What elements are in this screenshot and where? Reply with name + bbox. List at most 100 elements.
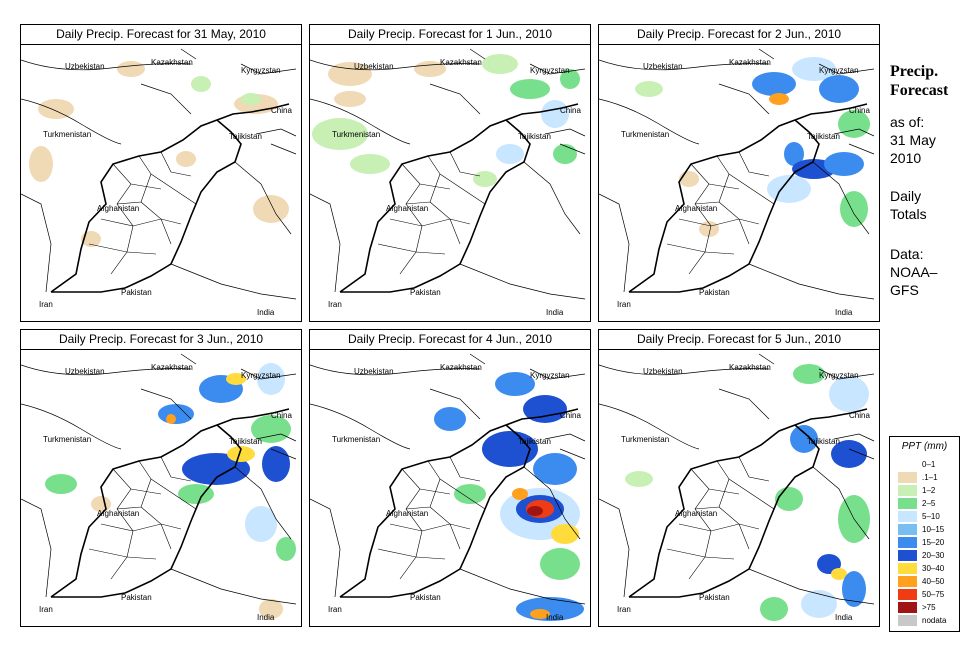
legend-swatch [898, 615, 917, 626]
afghanistan-border [628, 103, 868, 293]
legend-label: 1–2 [922, 486, 936, 495]
legend-label: >75 [922, 603, 936, 612]
precip-area [792, 57, 836, 81]
precip-area [496, 144, 524, 164]
precip-area [679, 171, 699, 187]
map-label-tajikistan: Tajikistan [229, 132, 262, 141]
legend-title: PPT (mm) [901, 441, 948, 452]
map-label-turkmenistan: Turkmenistan [332, 130, 381, 139]
precip-area [530, 609, 550, 619]
precip-area [551, 524, 579, 544]
map-label-tajikistan: Tajikistan [807, 437, 840, 446]
precip-area [328, 62, 372, 86]
map-label-kazakhstan: Kazakhstan [440, 58, 482, 67]
map-label-china: China [271, 106, 292, 115]
precip-area [191, 76, 211, 92]
map-label-kazakhstan: Kazakhstan [440, 363, 482, 372]
precip-area [553, 144, 577, 164]
map-label-afghanistan: Afghanistan [386, 509, 429, 518]
afghanistan-border [339, 408, 579, 598]
precip-area [253, 195, 289, 223]
map-panel-5: Daily Precip. Forecast for 4 Jun., 2010 … [309, 329, 591, 627]
neighbor-border [21, 353, 297, 605]
panel-title: Daily Precip. Forecast for 5 Jun., 2010 [599, 330, 879, 350]
legend-label: 5–10 [922, 512, 940, 521]
map-panel-2: Daily Precip. Forecast for 1 Jun., 2010 … [309, 24, 591, 322]
legend-item: 50–75 [898, 589, 958, 600]
map-label-kazakhstan: Kazakhstan [151, 58, 193, 67]
map-label-pakistan: Pakistan [121, 288, 152, 297]
legend-swatch [898, 498, 917, 509]
province-border [666, 151, 775, 275]
legend-label: 2–5 [922, 499, 936, 508]
precip-area [257, 363, 285, 395]
map-label-iran: Iran [617, 300, 631, 309]
map-label-india: India [546, 613, 564, 622]
precip-area [527, 506, 543, 516]
map-label-kyrgyzstan: Kyrgyzstan [241, 371, 281, 380]
map-label-tajikistan: Tajikistan [518, 132, 551, 141]
map-label-kyrgyzstan: Kyrgyzstan [530, 66, 570, 75]
map-label-kyrgyzstan: Kyrgyzstan [241, 66, 281, 75]
precip-area [166, 414, 176, 424]
precip-area [414, 61, 446, 77]
map-label-pakistan: Pakistan [410, 593, 441, 602]
precip-map: Kazakhstan Uzbekistan Kyrgyzstan China Turkm… [599, 349, 879, 626]
precip-area [533, 453, 577, 485]
map-label-kazakhstan: Kazakhstan [729, 363, 771, 372]
precip-area [625, 471, 653, 487]
map-label-turkmenistan: Turkmenistan [43, 130, 92, 139]
precip-area [510, 79, 550, 99]
precip-area [434, 407, 466, 431]
precip-area [454, 484, 486, 504]
precip-area [262, 446, 290, 482]
map-label-china: China [271, 411, 292, 420]
map-label-afghanistan: Afghanistan [97, 204, 140, 213]
legend-swatch [898, 511, 917, 522]
legend-label: nodata [922, 616, 947, 625]
precip-area [784, 142, 804, 166]
province-border [666, 456, 775, 580]
map-label-afghanistan: Afghanistan [386, 204, 429, 213]
afghanistan-border [628, 408, 868, 598]
legend-swatch [898, 589, 917, 600]
map-label-india: India [835, 308, 853, 317]
map-panel-4: Daily Precip. Forecast for 3 Jun., 2010 … [20, 329, 302, 627]
precip-area [312, 118, 368, 150]
precip-area [350, 154, 390, 174]
precip-area [831, 568, 847, 580]
legend-label: 50–75 [922, 590, 945, 599]
legend-label: .1–1 [922, 473, 938, 482]
panel-title: Daily Precip. Forecast for 2 Jun., 2010 [599, 25, 879, 45]
map-label-kyrgyzstan: Kyrgyzstan [819, 371, 859, 380]
precip-area [45, 474, 77, 494]
precip-map: Kazakhstan Uzbekistan Kyrgyzstan China Turkm… [599, 44, 879, 321]
legend-swatch [898, 459, 917, 470]
precip-area [760, 597, 788, 621]
legend-item: 30–40 [898, 563, 958, 574]
legend-swatch [898, 537, 917, 548]
precip-area [482, 431, 538, 467]
precip-area [276, 537, 296, 561]
map-label-iran: Iran [328, 300, 342, 309]
legend-item: >75 [898, 602, 958, 613]
precip-area [158, 404, 194, 424]
sidebar-data-source: Data: NOAA– GFS [890, 246, 938, 298]
legend-swatch [898, 524, 917, 535]
map-label-iran: Iran [39, 605, 53, 614]
precip-area [540, 548, 580, 580]
map-label-china: China [560, 411, 581, 420]
legend-label: 15–20 [922, 538, 945, 547]
precip-area [819, 75, 859, 103]
map-label-kyrgyzstan: Kyrgyzstan [530, 371, 570, 380]
panel-title: Daily Precip. Forecast for 31 May, 2010 [21, 25, 301, 45]
panel-title: Daily Precip. Forecast for 3 Jun., 2010 [21, 330, 301, 350]
map-label-india: India [546, 308, 564, 317]
precip-area [523, 395, 567, 423]
map-label-turkmenistan: Turkmenistan [43, 435, 92, 444]
map-label-china: China [849, 106, 870, 115]
map-label-uzbekistan: Uzbekistan [65, 62, 105, 71]
map-label-tajikistan: Tajikistan [518, 437, 551, 446]
precip-map: Kazakhstan Uzbekistan Kyrgyzstan China Turkm… [21, 349, 301, 626]
precip-area [541, 100, 569, 128]
